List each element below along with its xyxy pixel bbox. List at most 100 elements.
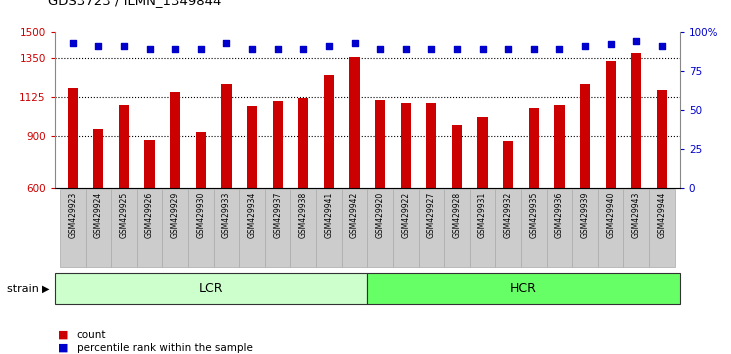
Text: GSM429924: GSM429924 [94,192,103,238]
Text: GSM429922: GSM429922 [401,192,410,238]
Bar [452,125,462,188]
Bar [68,88,78,188]
Bar [624,189,649,267]
Point [400,46,412,52]
Bar [426,103,436,188]
Bar [401,103,411,188]
Text: GSM429933: GSM429933 [222,192,231,238]
Text: GSM429926: GSM429926 [145,192,154,238]
Bar [162,189,188,267]
Bar [119,104,129,188]
Point [553,46,565,52]
Bar [213,189,239,267]
Point [272,46,284,52]
Bar [298,98,308,188]
Bar [554,104,564,188]
Point [656,43,667,49]
Point [349,40,360,46]
Point [298,46,309,52]
Bar [529,108,539,188]
Bar [341,189,367,267]
Text: GSM429932: GSM429932 [504,192,512,238]
Bar [367,189,393,267]
Text: GSM429925: GSM429925 [119,192,129,238]
Bar [137,189,162,267]
Text: GSM429935: GSM429935 [529,192,538,238]
Bar [649,189,675,267]
Point [605,41,616,47]
Bar [393,189,419,267]
Point [323,43,335,49]
Bar [221,84,232,188]
Bar [316,189,341,267]
Text: GSM429931: GSM429931 [478,192,487,238]
Text: LCR: LCR [199,282,224,295]
Text: GSM429944: GSM429944 [657,192,667,238]
Point [221,40,232,46]
Point [170,46,181,52]
Text: GSM429936: GSM429936 [555,192,564,238]
Bar [188,189,213,267]
Text: GSM429938: GSM429938 [299,192,308,238]
Bar [196,132,206,188]
Point [246,46,258,52]
Bar [349,57,360,188]
Bar [94,129,104,188]
Bar [605,61,616,188]
Text: GSM429928: GSM429928 [452,192,461,238]
Text: GSM429923: GSM429923 [68,192,77,238]
Text: GSM429942: GSM429942 [350,192,359,238]
Point [528,46,539,52]
Point [67,40,79,46]
Bar [60,189,86,267]
Text: ▶: ▶ [42,284,49,293]
Bar [324,75,334,188]
Bar [290,189,316,267]
Point [630,38,642,44]
Bar [547,189,572,267]
Text: GSM429943: GSM429943 [632,192,641,238]
Point [118,43,130,49]
Text: strain: strain [7,284,42,293]
Bar [239,189,265,267]
Point [579,43,591,49]
Bar [598,189,624,267]
Point [93,43,105,49]
Text: GSM429934: GSM429934 [248,192,257,238]
Text: GSM429939: GSM429939 [580,192,590,238]
Text: GSM429930: GSM429930 [197,192,205,238]
Point [451,46,463,52]
Bar [247,106,257,188]
Bar [656,90,667,188]
Bar [444,189,470,267]
Bar [145,140,155,188]
Point [502,46,514,52]
Bar [273,101,283,188]
Bar [496,189,521,267]
Point [144,46,156,52]
Text: GDS3723 / ILMN_1349844: GDS3723 / ILMN_1349844 [48,0,221,7]
Bar [631,53,641,188]
Bar [55,273,367,304]
Text: percentile rank within the sample: percentile rank within the sample [77,343,253,353]
Bar [86,189,111,267]
Bar [503,141,513,188]
Point [195,46,207,52]
Point [477,46,488,52]
Bar [367,273,680,304]
Text: GSM429940: GSM429940 [606,192,616,238]
Text: GSM429927: GSM429927 [427,192,436,238]
Bar [419,189,444,267]
Text: GSM429941: GSM429941 [325,192,333,238]
Text: GSM429920: GSM429920 [376,192,385,238]
Bar [580,84,590,188]
Point [374,46,386,52]
Text: HCR: HCR [510,282,537,295]
Bar [477,117,488,188]
Text: ■: ■ [58,343,69,353]
Bar [375,100,385,188]
Bar [111,189,137,267]
Bar [470,189,496,267]
Text: count: count [77,330,106,339]
Bar [521,189,547,267]
